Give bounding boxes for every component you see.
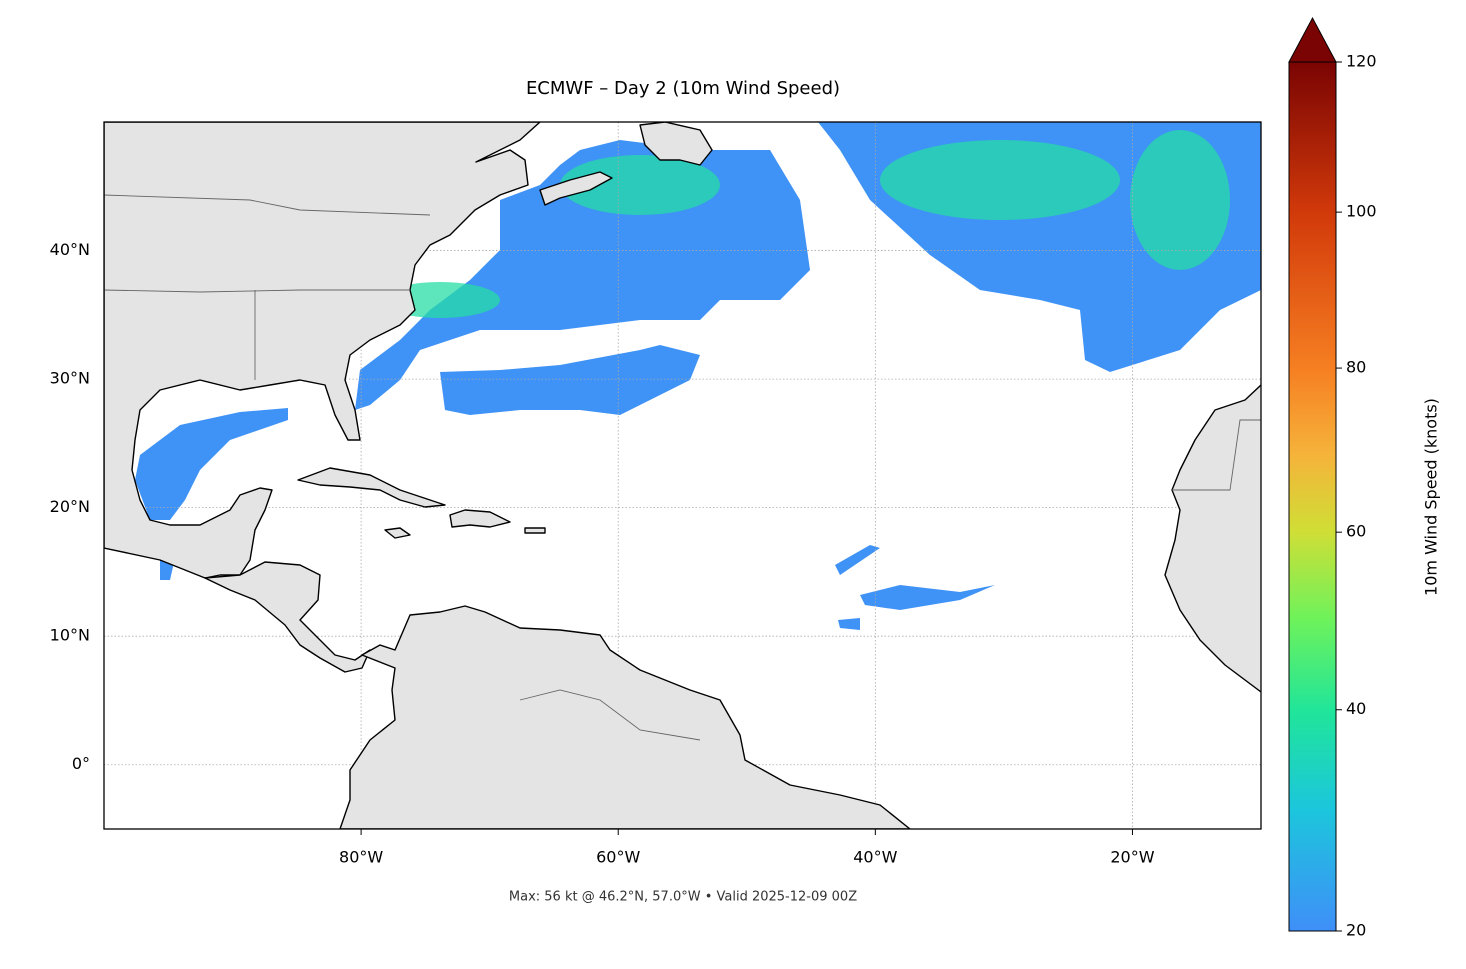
border — [1172, 419, 1261, 491]
y-tick-label: 40°N — [50, 240, 90, 259]
colorbar-extend — [1288, 16, 1337, 63]
colorbar-tick-label: 80 — [1346, 358, 1366, 377]
wind-field — [135, 122, 1261, 630]
jamaica — [384, 527, 411, 539]
colorbar-label: 10m Wind Speed (knots) — [1422, 398, 1441, 596]
wind-patch — [135, 408, 288, 520]
wind-patch — [860, 585, 995, 610]
newfoundland — [639, 122, 713, 166]
puerto-rico — [524, 527, 546, 534]
border — [519, 689, 701, 741]
x-tick-label: 40°W — [853, 848, 897, 867]
hispaniola — [449, 509, 511, 528]
y-tick-label: 10°N — [50, 626, 90, 645]
colorbar-tick-label: 60 — [1346, 522, 1366, 541]
wind-patch — [835, 545, 880, 575]
land — [104, 122, 1261, 829]
y-tick-label: 0° — [72, 754, 90, 773]
colorbar-tick-label: 20 — [1346, 921, 1366, 940]
map-title: ECMWF – Day 2 (10m Wind Speed) — [526, 78, 840, 99]
central-america — [204, 561, 371, 673]
colorbar-tick-label: 100 — [1346, 202, 1377, 221]
wind-patch — [838, 618, 860, 630]
border — [104, 194, 431, 216]
wind-core — [1130, 130, 1230, 270]
x-tick-label: 20°W — [1110, 848, 1154, 867]
border — [104, 289, 410, 293]
footnote: Max: 56 kt @ 46.2°N, 57.0°W • Valid 2025… — [509, 890, 857, 905]
north-america — [104, 122, 541, 579]
y-tick-label: 20°N — [50, 497, 90, 516]
africa — [1164, 384, 1261, 693]
wind-patch — [440, 345, 700, 415]
map-frame — [103, 121, 1262, 830]
wind-patch — [355, 140, 810, 410]
maritimes — [539, 171, 613, 206]
colorbar-tick-label: 120 — [1346, 52, 1377, 71]
x-tick-label: 80°W — [339, 848, 383, 867]
y-tick-label: 30°N — [50, 369, 90, 388]
x-tick-label: 60°W — [596, 848, 640, 867]
wind-core — [560, 155, 720, 215]
cuba — [297, 467, 446, 508]
colorbar-tick-label: 40 — [1346, 699, 1366, 718]
south-america — [339, 605, 911, 829]
colorbar: 10m Wind Speed (knots) 20 40 60 80 100 120 — [1288, 16, 1441, 940]
colorbar-gradient — [1288, 61, 1337, 932]
wind-core — [880, 140, 1120, 220]
map-area — [104, 122, 1261, 829]
